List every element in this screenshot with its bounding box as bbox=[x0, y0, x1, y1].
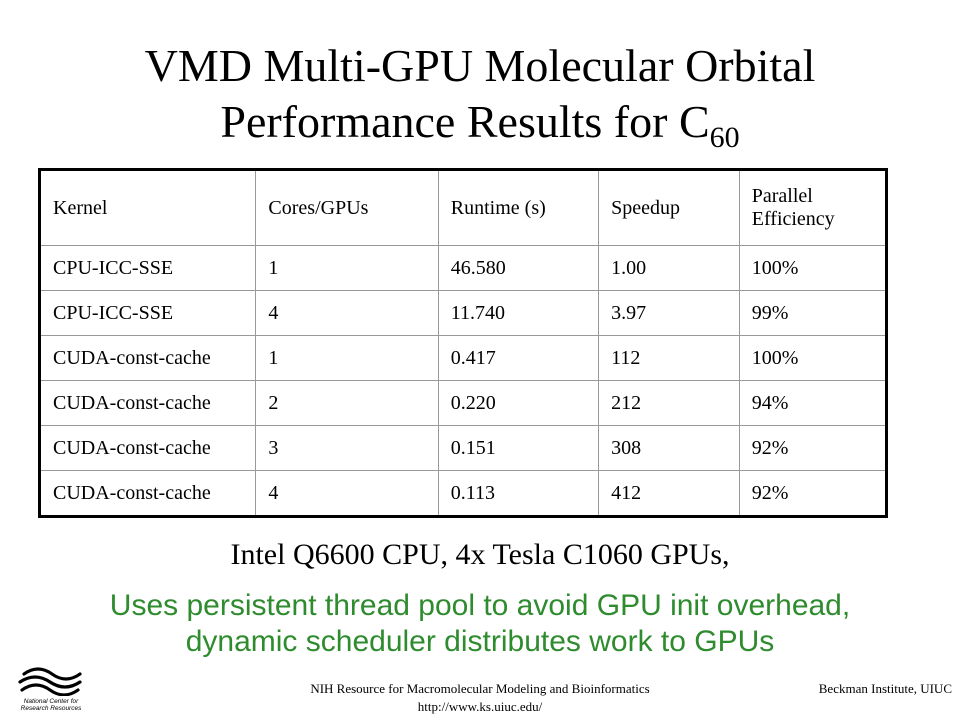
cell-efficiency: 100% bbox=[738, 245, 888, 291]
logo-text-line-2: Research Resources bbox=[21, 705, 82, 712]
footer-center: NIH Resource for Macromolecular Modeling… bbox=[230, 680, 730, 716]
cell-runtime: 46.580 bbox=[437, 245, 600, 291]
header-kernel: Kernel bbox=[38, 169, 257, 246]
hardware-subtitle: Intel Q6600 CPU, 4x Tesla C1060 GPUs, bbox=[230, 538, 730, 571]
cell-kernel: CPU-ICC-SSE bbox=[38, 290, 257, 336]
cell-cores: 2 bbox=[255, 380, 439, 426]
header-parallel-efficiency: Parallel Efficiency bbox=[738, 169, 888, 246]
cell-cores: 4 bbox=[255, 290, 439, 336]
cell-speedup: 3.97 bbox=[598, 290, 740, 336]
cell-cores: 4 bbox=[255, 470, 439, 517]
cell-cores: 1 bbox=[255, 245, 439, 291]
cell-kernel: CUDA-const-cache bbox=[38, 380, 257, 426]
title-line-2-text: Performance Results for C bbox=[220, 96, 710, 147]
footer-resource-name: NIH Resource for Macromolecular Modeling… bbox=[310, 681, 650, 696]
cell-speedup: 212 bbox=[598, 380, 740, 426]
cell-runtime: 0.151 bbox=[437, 425, 600, 471]
table-row: CPU-ICC-SSE 4 11.740 3.97 99% bbox=[38, 290, 888, 336]
cell-speedup: 112 bbox=[598, 335, 740, 381]
performance-table: Kernel Cores/GPUs Runtime (s) Speedup Pa… bbox=[38, 168, 888, 518]
cell-runtime: 0.220 bbox=[437, 380, 600, 426]
table-row: CUDA-const-cache 3 0.151 308 92% bbox=[38, 425, 888, 471]
cell-efficiency: 92% bbox=[738, 425, 888, 471]
header-runtime: Runtime (s) bbox=[437, 169, 600, 246]
note-line-2: dynamic scheduler distributes work to GP… bbox=[185, 625, 775, 658]
cell-speedup: 1.00 bbox=[598, 245, 740, 291]
cell-runtime: 11.740 bbox=[437, 290, 600, 336]
cell-efficiency: 92% bbox=[738, 470, 888, 517]
cell-kernel: CUDA-const-cache bbox=[38, 425, 257, 471]
cell-cores: 3 bbox=[255, 425, 439, 471]
title-line-2: Performance Results for C60 bbox=[0, 94, 960, 153]
footer-institute: Beckman Institute, UIUC bbox=[818, 681, 952, 696]
cell-efficiency: 99% bbox=[738, 290, 888, 336]
title-subscript: 60 bbox=[709, 121, 740, 154]
header-cores-gpus: Cores/GPUs bbox=[255, 169, 439, 246]
cell-efficiency: 94% bbox=[738, 380, 888, 426]
table-row: CUDA-const-cache 2 0.220 212 94% bbox=[38, 380, 888, 426]
cell-runtime: 0.417 bbox=[437, 335, 600, 381]
cell-kernel: CUDA-const-cache bbox=[38, 335, 257, 381]
table-row: CUDA-const-cache 1 0.417 112 100% bbox=[38, 335, 888, 381]
table-row: CPU-ICC-SSE 1 46.580 1.00 100% bbox=[38, 245, 888, 291]
ncsa-logo-icon: National Center for Research Resources bbox=[14, 667, 88, 712]
cell-efficiency: 100% bbox=[738, 335, 888, 381]
header-speedup: Speedup bbox=[598, 169, 740, 246]
title-line-1: VMD Multi-GPU Molecular Orbital bbox=[144, 40, 816, 91]
table-row: CUDA-const-cache 4 0.113 412 92% bbox=[38, 470, 888, 517]
cell-kernel: CPU-ICC-SSE bbox=[38, 245, 257, 291]
cell-kernel: CUDA-const-cache bbox=[38, 470, 257, 517]
note-line-1: Uses persistent thread pool to avoid GPU… bbox=[109, 589, 851, 622]
table-header-row: Kernel Cores/GPUs Runtime (s) Speedup Pa… bbox=[38, 169, 888, 246]
footer-url: http://www.ks.uiuc.edu/ bbox=[417, 699, 543, 714]
cell-runtime: 0.113 bbox=[437, 470, 600, 517]
cell-speedup: 308 bbox=[598, 425, 740, 471]
logo-text-line-1: National Center for bbox=[24, 698, 79, 705]
green-note: Uses persistent thread pool to avoid GPU… bbox=[0, 588, 960, 660]
cell-cores: 1 bbox=[255, 335, 439, 381]
slide-title: VMD Multi-GPU Molecular Orbital Performa… bbox=[0, 38, 960, 153]
cell-speedup: 412 bbox=[598, 470, 740, 517]
